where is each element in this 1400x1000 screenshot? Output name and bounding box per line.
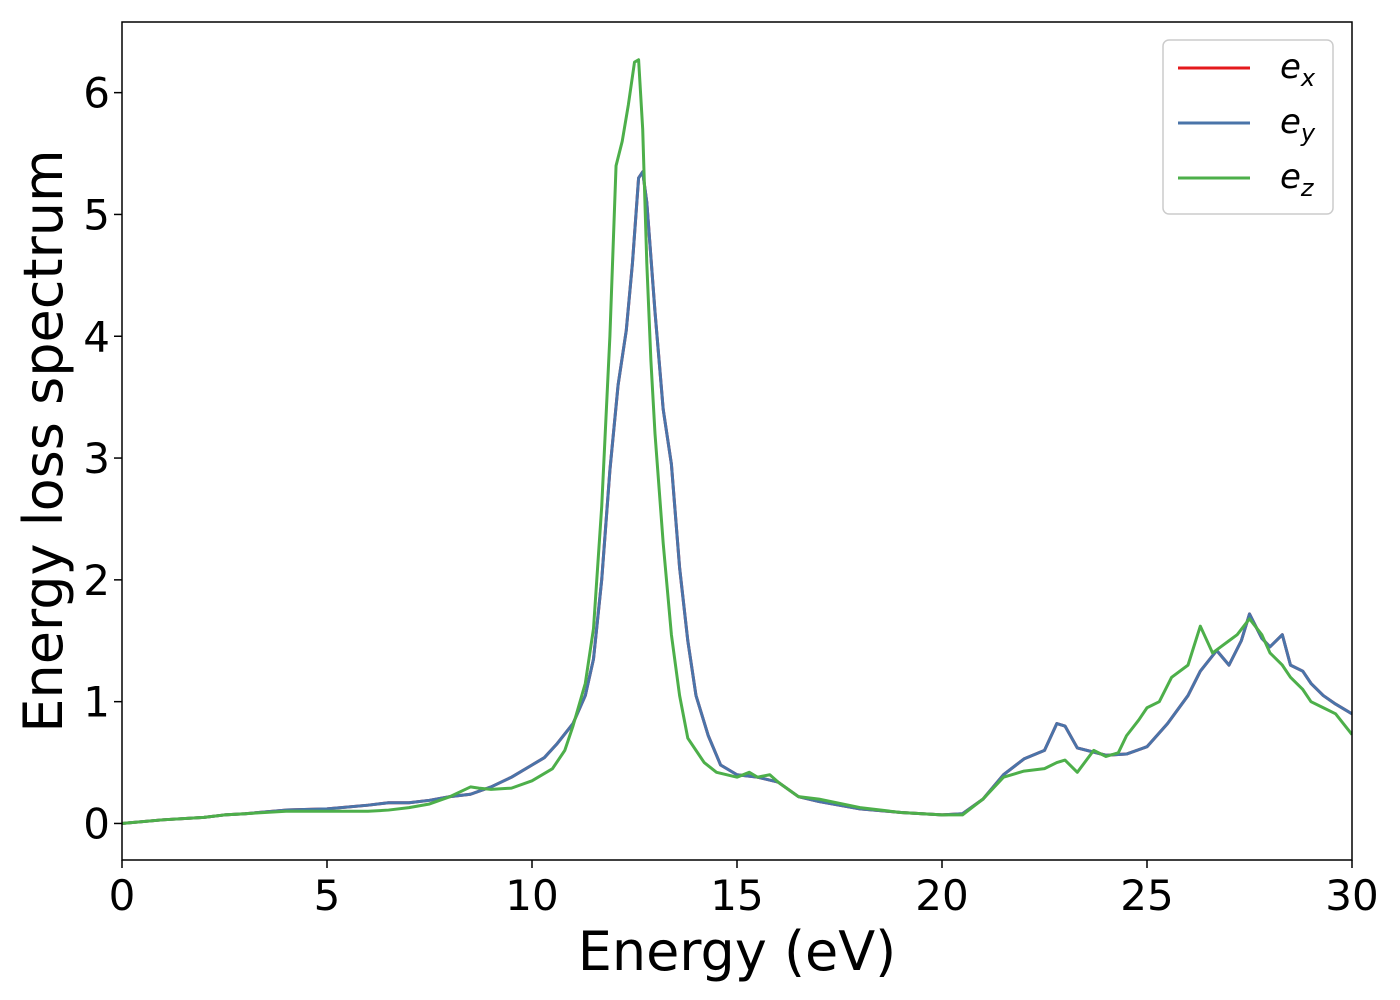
legend: ex ey ez (1162, 39, 1334, 215)
x-tick-label: 10 (505, 871, 558, 920)
y-tick-label: 1 (83, 678, 110, 727)
y-tick-label: 2 (83, 556, 110, 605)
legend-box (1162, 39, 1334, 215)
y-tick-label: 3 (83, 434, 110, 483)
y-tick-label: 6 (83, 69, 110, 118)
y-axis-label: Energy loss spectrum (12, 149, 75, 732)
x-tick-label: 15 (710, 871, 763, 920)
x-tick-label: 25 (1120, 871, 1173, 920)
x-tick-label: 5 (314, 871, 341, 920)
series-line-y (122, 170, 1352, 825)
series-line-z (122, 58, 1352, 825)
y-tick-label: 0 (83, 799, 110, 848)
series-layer (122, 58, 1352, 825)
x-axis-label: Energy (eV) (578, 920, 897, 983)
x-axis: 0 5 10 15 20 25 30 (109, 860, 1379, 920)
x-tick-label: 30 (1325, 871, 1378, 920)
y-tick-label: 5 (83, 190, 110, 239)
legend-label-z: ez (1280, 157, 1315, 202)
y-axis: 0 1 2 3 4 5 6 (83, 69, 122, 848)
legend-label-y: ey (1280, 102, 1316, 147)
x-tick-label: 20 (915, 871, 968, 920)
legend-label-x: ex (1280, 47, 1316, 92)
x-tick-label: 0 (109, 871, 136, 920)
y-tick-label: 4 (83, 312, 110, 361)
